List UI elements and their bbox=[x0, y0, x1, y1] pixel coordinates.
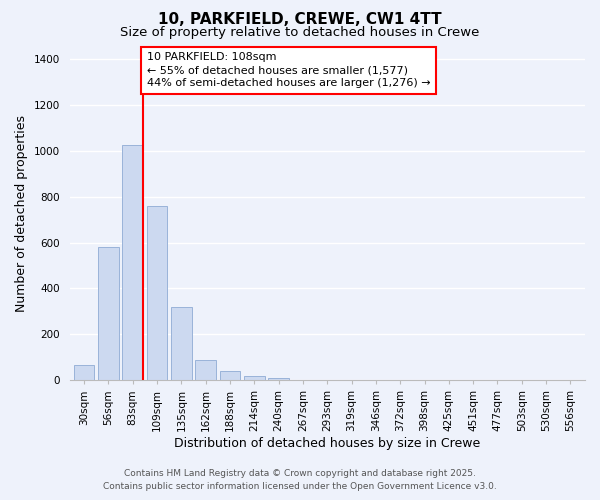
Text: 10 PARKFIELD: 108sqm
← 55% of detached houses are smaller (1,577)
44% of semi-de: 10 PARKFIELD: 108sqm ← 55% of detached h… bbox=[147, 52, 430, 88]
Y-axis label: Number of detached properties: Number of detached properties bbox=[15, 116, 28, 312]
Bar bbox=[147, 206, 167, 380]
Bar bbox=[268, 378, 289, 380]
Text: Contains HM Land Registry data © Crown copyright and database right 2025.
Contai: Contains HM Land Registry data © Crown c… bbox=[103, 470, 497, 491]
Bar bbox=[196, 360, 216, 380]
Text: Size of property relative to detached houses in Crewe: Size of property relative to detached ho… bbox=[121, 26, 479, 39]
Bar bbox=[244, 376, 265, 380]
Bar bbox=[220, 371, 241, 380]
Bar bbox=[171, 307, 192, 380]
Bar bbox=[98, 247, 119, 380]
Bar bbox=[122, 145, 143, 380]
X-axis label: Distribution of detached houses by size in Crewe: Distribution of detached houses by size … bbox=[174, 437, 481, 450]
Bar bbox=[74, 366, 94, 380]
Text: 10, PARKFIELD, CREWE, CW1 4TT: 10, PARKFIELD, CREWE, CW1 4TT bbox=[158, 12, 442, 28]
